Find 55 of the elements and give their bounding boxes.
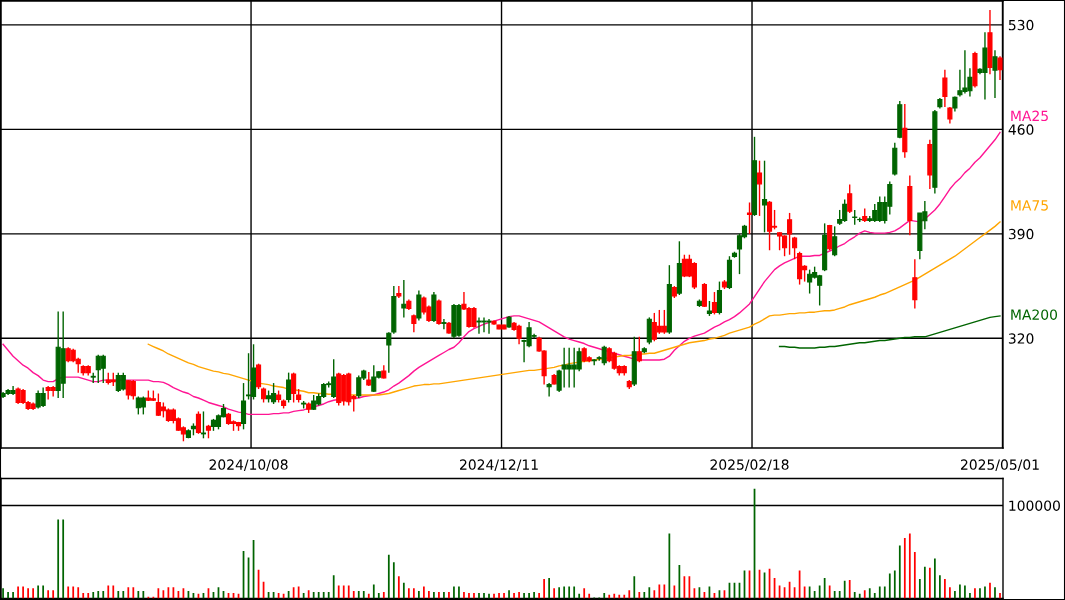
y-tick-label: 390 [1008,228,1034,240]
line-series [778,315,1001,349]
y-tick-label: 460 [1008,124,1034,135]
candlestick [195,410,202,435]
y-tick-label: 320 [1008,333,1034,344]
candlestick [997,55,1003,81]
candlestick [130,379,136,401]
candlestick [356,374,362,399]
series-label: MA200 [1011,309,1058,320]
candlestick [827,224,833,251]
candlestick [847,183,853,214]
candlestick [601,345,607,366]
candlestick [646,316,652,345]
candlestick [902,103,908,159]
candlestick [401,279,407,319]
candlestick [476,316,482,335]
candlestick [436,298,442,326]
candlestick [716,280,723,316]
candlestick [396,285,402,299]
candlestick [792,236,798,260]
candlestick [691,261,697,290]
candlestick [746,201,753,235]
candlestick [942,68,948,108]
x-tick-label: 2024/12/11 [460,459,538,471]
candlestick [50,385,56,398]
candlestick [761,160,768,234]
candlestick [441,318,447,331]
candlestick [636,336,642,363]
candlestick [200,410,207,439]
candlestick [291,371,297,404]
candlestick [546,382,552,398]
candlestick [576,347,582,372]
candlestick [701,282,707,308]
x-tick-label: 2025/05/01 [960,459,1039,471]
candlestick [286,371,292,404]
y-tick-label: 100000 [1009,500,1060,511]
series-label: MA75 [1011,200,1048,211]
x-tick-label: 2025/02/18 [710,459,789,471]
candlestick [787,212,793,256]
candlestick [756,160,763,217]
candlestick [912,258,918,310]
candlestick [256,362,262,390]
candlestick [807,268,813,295]
candlestick [100,354,106,384]
candlestick [832,225,838,257]
candlestick [661,309,667,335]
y-tick-label: 530 [1008,19,1034,31]
candlestick [711,291,718,316]
candlestick [371,364,377,393]
candlestick [416,289,422,322]
candlestick [240,382,247,431]
series-label: MA25 [1011,110,1048,122]
candlestick [992,49,998,99]
candlestick [245,352,252,401]
x-tick-label: 2024/10/08 [209,459,288,471]
